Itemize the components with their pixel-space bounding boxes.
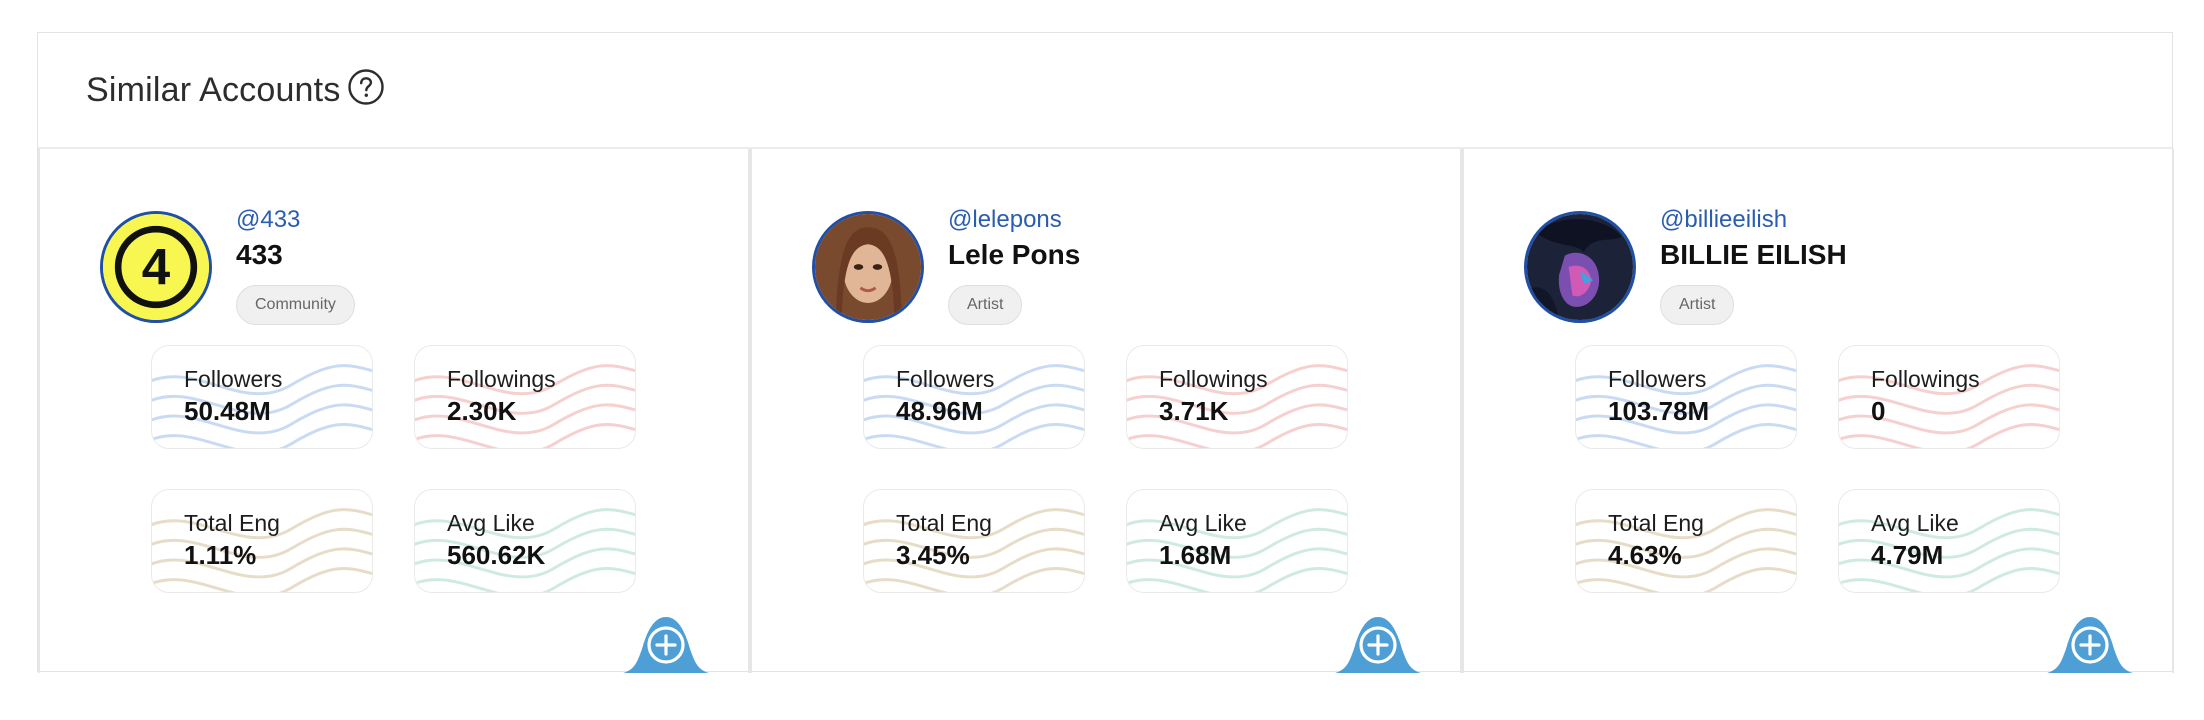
account-card: @lelepons Lele Pons Artist Followers 48.… xyxy=(750,149,1462,673)
stat-label: Total Eng xyxy=(1608,510,1704,536)
stat-label: Avg Like xyxy=(1159,510,1247,536)
stat-value: 1.11% xyxy=(184,540,257,570)
stat-value: 1.68M xyxy=(1159,540,1232,570)
stat-value: 2.30K xyxy=(447,396,517,426)
account-name: BILLIE EILISH xyxy=(1660,239,1847,270)
wave-decoration xyxy=(864,364,1084,448)
stat-value: 50.48M xyxy=(184,396,271,426)
wave-decoration xyxy=(152,508,372,592)
account-handle[interactable]: @lelepons xyxy=(948,206,1062,233)
followers-stat: Followers 103.78M xyxy=(1575,345,1797,449)
avg-like-stat: Avg Like 560.62K xyxy=(414,489,636,593)
account-card: @billieeilish BILLIE EILISH Artist Follo… xyxy=(1462,149,2174,673)
wave-decoration xyxy=(1576,508,1796,592)
wave-decoration xyxy=(1576,364,1796,448)
stat-value: 0 xyxy=(1871,396,1886,426)
question-circle-icon[interactable] xyxy=(347,68,385,106)
stat-label: Followers xyxy=(184,366,283,392)
account-handle[interactable]: @billieeilish xyxy=(1660,206,1788,233)
category-badge: Community xyxy=(236,285,355,325)
avatar[interactable] xyxy=(812,211,924,323)
stat-label: Followers xyxy=(1608,366,1707,392)
similar-accounts-panel: Similar Accounts 4 @433 433 Community xyxy=(37,32,2174,673)
stat-value: 103.78M xyxy=(1608,396,1710,426)
wave-decoration xyxy=(1127,364,1347,448)
stat-value: 48.96M xyxy=(896,396,983,426)
panel-title: Similar Accounts xyxy=(86,71,341,109)
account-name: Lele Pons xyxy=(948,239,1081,270)
stat-value: 4.63% xyxy=(1608,540,1682,570)
avg-like-stat: Avg Like 4.79M xyxy=(1838,489,2060,593)
stat-value: 4.79M xyxy=(1871,540,1944,570)
stat-value: 3.71K xyxy=(1159,396,1229,426)
followings-stat: Followings 3.71K xyxy=(1126,345,1348,449)
followers-stat: Followers 50.48M xyxy=(151,345,373,449)
stat-label: Total Eng xyxy=(184,510,280,536)
category-badge: Artist xyxy=(948,285,1023,325)
add-account-button[interactable] xyxy=(2030,609,2150,673)
avatar[interactable]: 4 xyxy=(100,211,212,323)
wave-decoration xyxy=(1127,508,1347,592)
stat-label: Total Eng xyxy=(896,510,992,536)
category-badge: Artist xyxy=(1660,285,1735,325)
plus-circle-icon xyxy=(623,617,709,673)
wave-decoration xyxy=(415,364,635,448)
plus-circle-icon xyxy=(2047,617,2133,673)
followings-stat: Followings 0 xyxy=(1838,345,2060,449)
wave-decoration xyxy=(1839,364,2059,448)
wave-decoration xyxy=(415,508,635,592)
account-card: 4 @433 433 Community Followers 50.48M xyxy=(38,149,750,673)
stat-label: Followers xyxy=(896,366,995,392)
stat-label: Avg Like xyxy=(1871,510,1959,536)
stat-value: 560.62K xyxy=(447,540,546,570)
account-cards: 4 @433 433 Community Followers 50.48M xyxy=(38,149,2174,673)
profile-photo xyxy=(815,214,921,320)
svg-text:4: 4 xyxy=(142,238,171,295)
followings-stat: Followings 2.30K xyxy=(414,345,636,449)
stat-label: Avg Like xyxy=(447,510,535,536)
avatar[interactable] xyxy=(1524,211,1636,323)
stat-label: Followings xyxy=(1159,366,1268,392)
stat-label: Followings xyxy=(447,366,556,392)
433-logo: 4 xyxy=(103,214,209,320)
stat-label: Followings xyxy=(1871,366,1980,392)
plus-circle-icon xyxy=(1335,617,1421,673)
panel-header: Similar Accounts xyxy=(38,33,2172,149)
account-name: 433 xyxy=(236,239,283,270)
wave-decoration xyxy=(864,508,1084,592)
wave-decoration xyxy=(152,364,372,448)
wave-decoration xyxy=(1839,508,2059,592)
account-handle[interactable]: @433 xyxy=(236,206,301,233)
followers-stat: Followers 48.96M xyxy=(863,345,1085,449)
avg-like-stat: Avg Like 1.68M xyxy=(1126,489,1348,593)
total-eng-stat: Total Eng 4.63% xyxy=(1575,489,1797,593)
stat-value: 3.45% xyxy=(896,540,970,570)
add-account-button[interactable] xyxy=(1318,609,1438,673)
total-eng-stat: Total Eng 1.11% xyxy=(151,489,373,593)
total-eng-stat: Total Eng 3.45% xyxy=(863,489,1085,593)
add-account-button[interactable] xyxy=(606,609,726,673)
profile-photo xyxy=(1527,214,1633,320)
